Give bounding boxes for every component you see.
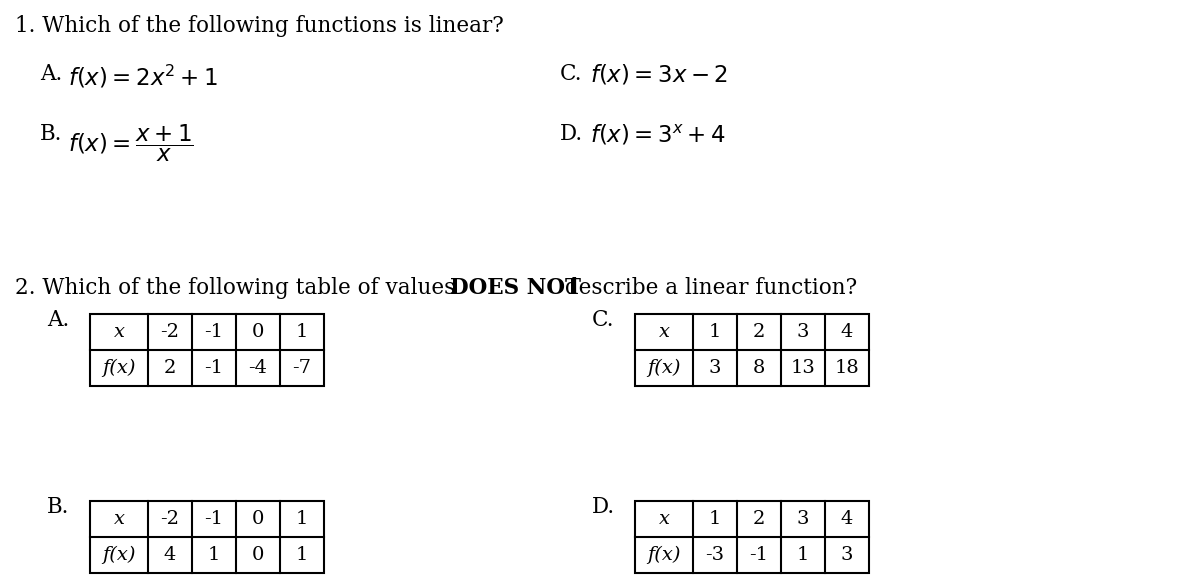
Text: 0: 0 xyxy=(252,323,264,341)
Bar xyxy=(635,314,869,386)
Text: $f(x) = 2x^2 + 1$: $f(x) = 2x^2 + 1$ xyxy=(68,63,218,90)
Text: f(x): f(x) xyxy=(647,546,681,564)
Text: -4: -4 xyxy=(249,359,268,377)
Text: 18: 18 xyxy=(835,359,860,377)
Text: 2: 2 xyxy=(164,359,176,377)
Text: -2: -2 xyxy=(160,510,179,528)
Text: 13: 13 xyxy=(791,359,816,377)
Text: $f(x) = 3^x + 4$: $f(x) = 3^x + 4$ xyxy=(590,123,726,147)
Text: 1: 1 xyxy=(709,510,721,528)
Text: 1: 1 xyxy=(295,546,309,564)
Text: 3: 3 xyxy=(797,323,810,341)
Text: 3: 3 xyxy=(841,546,853,564)
Text: A.: A. xyxy=(39,63,62,85)
Text: f(x): f(x) xyxy=(102,546,136,564)
Text: -1: -1 xyxy=(205,510,224,528)
Text: f(x): f(x) xyxy=(102,359,136,377)
Text: B.: B. xyxy=(39,123,62,145)
Text: 0: 0 xyxy=(252,546,264,564)
Bar xyxy=(90,501,324,573)
Text: B.: B. xyxy=(47,496,69,518)
Text: C.: C. xyxy=(592,309,615,331)
Text: 0: 0 xyxy=(252,510,264,528)
Text: x: x xyxy=(659,323,670,341)
Text: describe a linear function?: describe a linear function? xyxy=(559,277,858,299)
Bar xyxy=(635,501,869,573)
Text: -1: -1 xyxy=(205,359,224,377)
Text: 3: 3 xyxy=(709,359,721,377)
Text: -1: -1 xyxy=(205,323,224,341)
Text: 2: 2 xyxy=(752,510,765,528)
Text: 1: 1 xyxy=(709,323,721,341)
Text: A.: A. xyxy=(47,309,69,331)
Text: D.: D. xyxy=(560,123,584,145)
Text: 1: 1 xyxy=(295,323,309,341)
Text: x: x xyxy=(659,510,670,528)
Text: $f(x) = 3x - 2$: $f(x) = 3x - 2$ xyxy=(590,63,728,87)
Text: 1. Which of the following functions is linear?: 1. Which of the following functions is l… xyxy=(16,15,504,37)
Text: 3: 3 xyxy=(797,510,810,528)
Text: C.: C. xyxy=(560,63,582,85)
Text: -3: -3 xyxy=(706,546,725,564)
Bar xyxy=(90,314,324,386)
Text: $f(x) = \dfrac{x+1}{x}$: $f(x) = \dfrac{x+1}{x}$ xyxy=(68,123,194,164)
Text: 1: 1 xyxy=(797,546,810,564)
Text: x: x xyxy=(114,510,124,528)
Text: 4: 4 xyxy=(164,546,176,564)
Text: D.: D. xyxy=(592,496,615,518)
Text: 4: 4 xyxy=(841,510,853,528)
Text: DOES NOT: DOES NOT xyxy=(450,277,581,299)
Text: 1: 1 xyxy=(208,546,220,564)
Text: -1: -1 xyxy=(750,546,769,564)
Text: -2: -2 xyxy=(160,323,179,341)
Text: 2: 2 xyxy=(752,323,765,341)
Text: -7: -7 xyxy=(293,359,311,377)
Text: 1: 1 xyxy=(295,510,309,528)
Text: 2. Which of the following table of values: 2. Which of the following table of value… xyxy=(16,277,462,299)
Text: x: x xyxy=(114,323,124,341)
Text: 4: 4 xyxy=(841,323,853,341)
Text: 8: 8 xyxy=(752,359,765,377)
Text: f(x): f(x) xyxy=(647,359,681,377)
